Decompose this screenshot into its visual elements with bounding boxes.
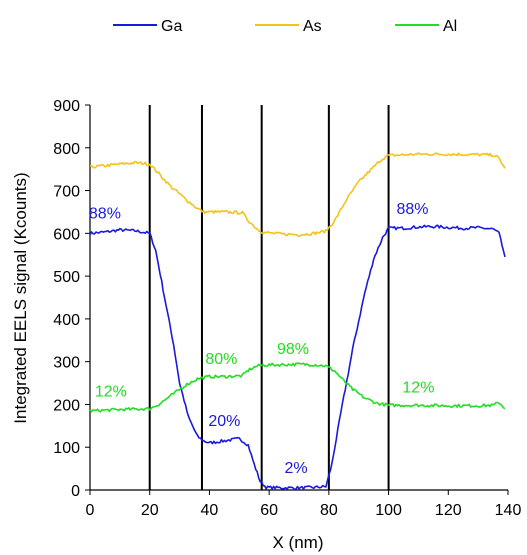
y-tick-label: 900 [53, 98, 80, 115]
annotation-label: 12% [95, 384, 127, 401]
legend-label: As [303, 18, 322, 35]
annotation-label: 88% [89, 205, 121, 222]
y-tick-label: 600 [53, 226, 80, 243]
y-tick-label: 400 [53, 312, 80, 329]
x-tick-label: 40 [201, 502, 219, 519]
x-axis-label: X (nm) [273, 533, 324, 552]
annotation-label: 20% [208, 413, 240, 430]
x-tick-label: 80 [320, 502, 338, 519]
x-tick-label: 20 [141, 502, 159, 519]
x-tick-label: 60 [260, 502, 278, 519]
y-tick-label: 300 [53, 355, 80, 372]
legend-label: Ga [161, 18, 182, 35]
series-line-al [89, 362, 506, 413]
x-tick-label: 0 [86, 502, 95, 519]
y-tick-label: 800 [53, 141, 80, 158]
x-tick-label: 140 [495, 502, 522, 519]
annotation-label: 88% [396, 201, 428, 218]
annotation-label: 2% [284, 460, 307, 477]
annotation-label: 80% [205, 351, 237, 368]
x-tick-label: 100 [375, 502, 402, 519]
y-axis-label: Integrated EELS signal (Kcounts) [11, 172, 30, 423]
series-line-ga [89, 224, 506, 491]
y-tick-label: 100 [53, 440, 80, 457]
legend-label: Al [443, 18, 457, 35]
y-tick-label: 200 [53, 397, 80, 414]
annotation-label: 98% [277, 341, 309, 358]
legend: Ga As Al [113, 18, 457, 35]
x-tick-label: 120 [435, 502, 462, 519]
y-tick-label: 500 [53, 269, 80, 286]
plot-area: 0 20 40 60 80 100 120 140 0 100 200 300 400 500 600 700… [53, 98, 521, 519]
series-line-as [89, 152, 506, 237]
y-tick-label: 0 [71, 483, 80, 500]
annotation-label: 12% [402, 379, 434, 396]
y-tick-label: 700 [53, 184, 80, 201]
